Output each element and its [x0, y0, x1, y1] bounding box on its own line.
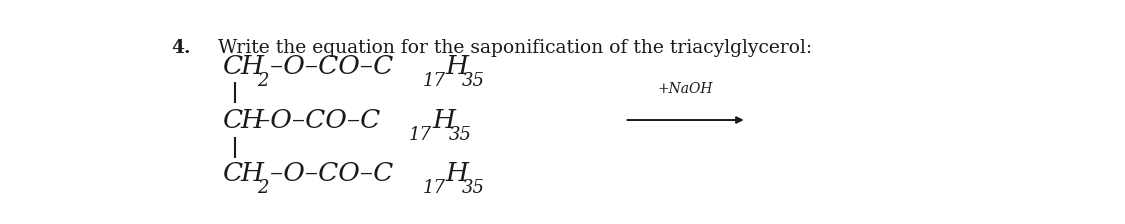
Text: +NaOH: +NaOH — [658, 82, 713, 96]
Text: H: H — [241, 54, 264, 79]
Text: H: H — [241, 108, 264, 133]
Text: Write the equation for the saponification of the triacylglycerol:: Write the equation for the saponificatio… — [206, 39, 812, 57]
Text: H: H — [241, 161, 264, 186]
Text: 35: 35 — [461, 179, 485, 197]
Text: 35: 35 — [449, 126, 471, 144]
Text: 4.: 4. — [171, 39, 190, 57]
Text: –O–CO–C: –O–CO–C — [270, 161, 393, 186]
Text: 2: 2 — [256, 72, 268, 90]
Text: 2: 2 — [256, 179, 268, 197]
Text: C: C — [224, 108, 244, 133]
Text: 17: 17 — [422, 179, 446, 197]
Text: 17: 17 — [410, 126, 432, 144]
Text: C: C — [224, 54, 244, 79]
Text: C: C — [224, 161, 244, 186]
Text: H: H — [446, 161, 469, 186]
Text: H: H — [433, 108, 456, 133]
Text: 17: 17 — [422, 72, 446, 90]
Text: –O–CO–C: –O–CO–C — [270, 54, 393, 79]
Text: H: H — [446, 54, 469, 79]
Text: 35: 35 — [461, 72, 485, 90]
Text: –O–CO–C: –O–CO–C — [256, 108, 380, 133]
